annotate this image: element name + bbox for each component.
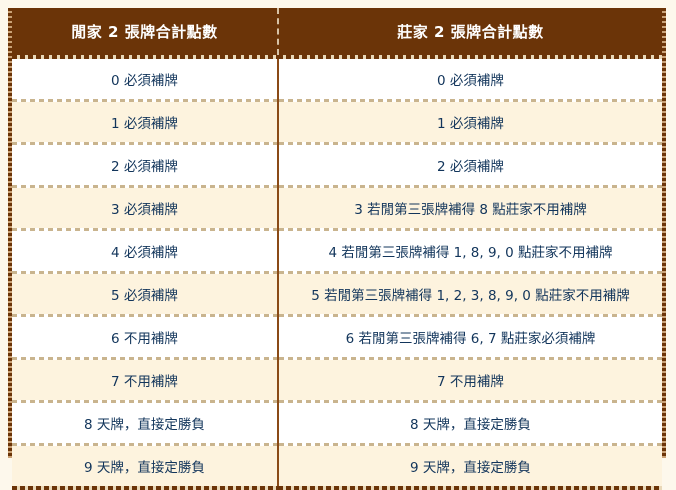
column-header-player: 閒家 2 張牌合計點數 (12, 8, 279, 55)
cell-banker-0: 0 必須補牌 (278, 59, 662, 99)
bottom-rule-right (278, 486, 662, 490)
frame-right-edge (662, 8, 666, 458)
cell-banker-8: 8 天牌，直接定勝負 (278, 403, 662, 443)
table-bottom-rule (12, 486, 662, 490)
cell-banker-4: 4 若閒第三張牌補得 1, 8, 9, 0 點莊家不用補牌 (278, 231, 662, 271)
table-row: 8 天牌，直接定勝負 8 天牌，直接定勝負 (12, 403, 662, 443)
cell-player-8: 8 天牌，直接定勝負 (12, 403, 279, 443)
row-separator-left (12, 314, 279, 317)
cell-player-5: 5 必須補牌 (12, 274, 279, 314)
row-separator-right (278, 314, 662, 317)
header-rule-right (278, 55, 662, 59)
header-rule-left (12, 55, 278, 59)
cell-banker-6: 6 若閒第三張牌補得 6, 7 點莊家必須補牌 (278, 317, 662, 357)
baccarat-drawing-rules-table: 閒家 2 張牌合計點數 莊家 2 張牌合計點數 0 必須補牌 0 必須補牌 (12, 8, 662, 490)
table-row: 9 天牌，直接定勝負 9 天牌，直接定勝負 (12, 446, 662, 486)
cell-player-6: 6 不用補牌 (12, 317, 279, 357)
row-separator-left (12, 357, 279, 360)
row-separator (12, 185, 662, 188)
bottom-rule-left (12, 486, 278, 490)
row-separator-right (278, 142, 662, 145)
row-separator-right (278, 443, 662, 446)
cell-banker-7: 7 不用補牌 (278, 360, 662, 400)
table-row: 6 不用補牌 6 若閒第三張牌補得 6, 7 點莊家必須補牌 (12, 317, 662, 357)
row-separator (12, 99, 662, 102)
row-separator (12, 443, 662, 446)
cell-banker-3: 3 若閒第三張牌補得 8 點莊家不用補牌 (278, 188, 662, 228)
row-separator (12, 314, 662, 317)
table-row: 5 必須補牌 5 若閒第三張牌補得 1, 2, 3, 8, 9, 0 點莊家不用… (12, 274, 662, 314)
table-row: 0 必須補牌 0 必須補牌 (12, 59, 662, 99)
row-separator-right (278, 357, 662, 360)
table-header: 閒家 2 張牌合計點數 莊家 2 張牌合計點數 (12, 8, 662, 55)
table-row: 7 不用補牌 7 不用補牌 (12, 360, 662, 400)
table-row: 1 必須補牌 1 必須補牌 (12, 102, 662, 142)
row-separator-left (12, 142, 279, 145)
table-row: 4 必須補牌 4 若閒第三張牌補得 1, 8, 9, 0 點莊家不用補牌 (12, 231, 662, 271)
cell-player-0: 0 必須補牌 (12, 59, 279, 99)
row-separator-right (278, 185, 662, 188)
row-separator-right (278, 400, 662, 403)
row-separator-right (278, 271, 662, 274)
cell-banker-9: 9 天牌，直接定勝負 (278, 446, 662, 486)
table-row: 3 必須補牌 3 若閒第三張牌補得 8 點莊家不用補牌 (12, 188, 662, 228)
cell-player-7: 7 不用補牌 (12, 360, 279, 400)
row-separator-left (12, 185, 279, 188)
cell-player-1: 1 必須補牌 (12, 102, 279, 142)
header-bottom-rule (12, 55, 662, 59)
row-separator (12, 228, 662, 231)
row-separator-left (12, 99, 279, 102)
row-separator-left (12, 271, 279, 274)
frame-left-edge (8, 8, 12, 458)
cell-player-2: 2 必須補牌 (12, 145, 279, 185)
row-separator (12, 400, 662, 403)
row-separator (12, 142, 662, 145)
table-row: 2 必須補牌 2 必須補牌 (12, 145, 662, 185)
cell-banker-5: 5 若閒第三張牌補得 1, 2, 3, 8, 9, 0 點莊家不用補牌 (278, 274, 662, 314)
cell-player-4: 4 必須補牌 (12, 231, 279, 271)
row-separator (12, 357, 662, 360)
row-separator-right (278, 228, 662, 231)
column-header-banker: 莊家 2 張牌合計點數 (397, 23, 544, 41)
row-separator-left (12, 400, 279, 403)
row-separator (12, 271, 662, 274)
row-separator-left (12, 443, 279, 446)
table-body: 0 必須補牌 0 必須補牌 1 必須補牌 1 必須補牌 2 必須補牌 (12, 55, 662, 490)
cell-banker-1: 1 必須補牌 (278, 102, 662, 142)
cell-player-9: 9 天牌，直接定勝負 (12, 446, 279, 486)
page-background: 閒家 2 張牌合計點數 莊家 2 張牌合計點數 0 必須補牌 0 必須補牌 (8, 8, 666, 490)
cell-banker-2: 2 必須補牌 (278, 145, 662, 185)
row-separator-left (12, 228, 279, 231)
table-frame: 閒家 2 張牌合計點數 莊家 2 張牌合計點數 0 必須補牌 0 必須補牌 (8, 8, 666, 490)
header-row: 閒家 2 張牌合計點數 莊家 2 張牌合計點數 (12, 8, 662, 55)
cell-player-3: 3 必須補牌 (12, 188, 279, 228)
row-separator-right (278, 99, 662, 102)
